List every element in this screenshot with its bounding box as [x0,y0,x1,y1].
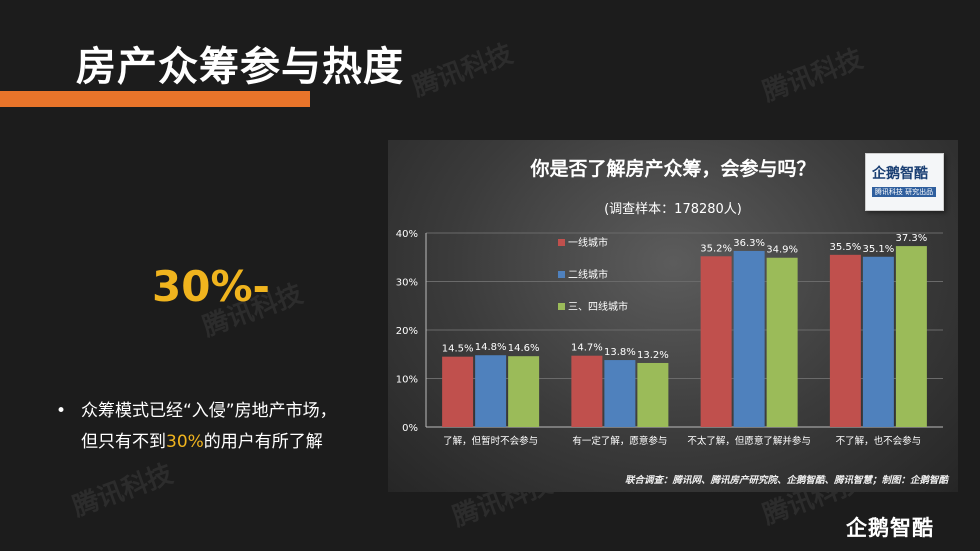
y-tick-label: 20% [396,326,418,337]
chart-source-note: 联合调查：腾讯网、腾讯房产研究院、企鹅智酷、腾讯智慧；制图：企鹅智酷 [624,475,948,486]
watermark-4: 腾讯科技 [68,458,177,523]
bar-value-label: 37.3% [895,233,927,244]
bullet-text-before: 众筹模式已经“入侵”房地产市场，但只有不到 [81,401,337,452]
legend-label: 二线城市 [568,268,608,281]
bullet-text: 众筹模式已经“入侵”房地产市场，但只有不到30%的用户有所了解 [81,396,346,458]
bar-value-label: 35.1% [862,244,894,255]
bar [829,254,861,427]
bar [766,257,798,427]
bar-value-label: 36.3% [733,238,765,249]
bar-value-label: 14.5% [442,344,474,355]
chart-panel: 你是否了解房产众筹，会参与吗？ (调查样本：178280人) 企鹅智酷 腾讯科技… [388,140,958,492]
bar [895,246,927,427]
y-tick-label: 30% [396,278,418,289]
bar [571,355,603,427]
brand-logo-tagline: 腾讯科技 研究出品 [872,187,936,197]
bar [442,356,474,427]
y-tick-label: 10% [396,375,418,386]
bullet-highlight: 30% [166,432,204,452]
bar [700,256,732,427]
bar-chart: 0% 10% 20% 30% 40% 14.5% 14.8% 14.6% 了解，但暂时不会参与 1… [396,229,943,447]
bullet-text-after: 的用户有所了解 [203,432,323,452]
x-category-label: 了解，但暂时不会参与 [443,435,538,447]
bar [733,250,765,427]
y-tick-label: 0% [402,423,418,434]
y-tick-label: 40% [396,229,418,240]
x-category-label: 不太了解，但愿意了解并参与 [687,435,811,447]
legend-label: 三、四线城市 [568,300,628,313]
legend-label: 一线城市 [568,236,608,249]
brand-logo-text: 企鹅智酷 [872,166,928,182]
bullet-dot: • [56,401,67,421]
footer-logo: 企鹅智酷 [846,516,934,540]
bar [862,256,894,427]
chart-title: 你是否了解房产众筹，会参与吗？ [530,158,816,180]
bar-value-label: 13.2% [637,350,669,361]
bar [637,362,669,427]
bar-value-label: 14.7% [571,343,603,354]
bar-value-label: 35.2% [700,243,732,254]
slide-title: 房产众筹参与热度 [76,44,404,90]
chart-subtitle: (调查样本：178280人) [604,202,742,217]
x-category-label: 不了解，也不会参与 [836,435,922,447]
bar-value-label: 14.6% [508,343,540,354]
bar [475,355,507,427]
bar-value-label: 34.9% [766,245,798,256]
bar-value-label: 35.5% [829,242,861,253]
title-accent-bar [0,91,310,107]
legend-swatch [558,303,565,310]
x-category-label: 有一定了解，愿意参与 [572,435,667,447]
bar-value-label: 14.8% [475,342,507,353]
bar-value-label: 13.8% [604,347,636,358]
legend-swatch [558,239,565,246]
big-stat: 30%- [152,262,270,311]
bullet-point: • 众筹模式已经“入侵”房地产市场，但只有不到30%的用户有所了解 [56,396,346,458]
bar [604,360,636,427]
bar [508,356,540,427]
legend-swatch [558,271,565,278]
watermark-1: 腾讯科技 [408,38,517,103]
watermark-2: 腾讯科技 [758,43,867,108]
brand-logo-badge: 企鹅智酷 腾讯科技 研究出品 [865,153,944,211]
